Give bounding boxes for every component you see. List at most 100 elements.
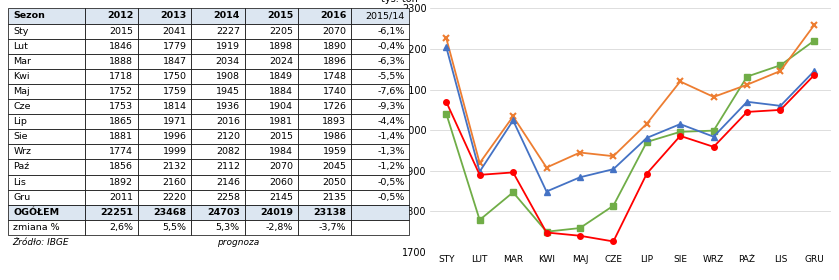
- Text: 1888: 1888: [109, 57, 133, 66]
- FancyBboxPatch shape: [298, 39, 352, 54]
- FancyBboxPatch shape: [8, 99, 85, 114]
- Text: 2060: 2060: [269, 178, 293, 186]
- FancyBboxPatch shape: [8, 174, 85, 190]
- FancyBboxPatch shape: [298, 54, 352, 69]
- 2013: [508, 191, 519, 194]
- Text: Sie: Sie: [13, 132, 28, 141]
- FancyBboxPatch shape: [138, 220, 191, 235]
- Text: 1856: 1856: [109, 162, 133, 171]
- Text: 2050: 2050: [322, 178, 347, 186]
- Text: 22251: 22251: [101, 208, 133, 217]
- 2015: [475, 170, 485, 173]
- FancyBboxPatch shape: [138, 84, 191, 99]
- FancyBboxPatch shape: [352, 129, 409, 144]
- FancyBboxPatch shape: [298, 174, 352, 190]
- Text: 2013: 2013: [160, 11, 186, 20]
- FancyBboxPatch shape: [8, 190, 85, 205]
- FancyBboxPatch shape: [191, 159, 245, 174]
- Text: 2016: 2016: [320, 11, 347, 20]
- 2014: [475, 161, 485, 165]
- FancyBboxPatch shape: [191, 190, 245, 205]
- FancyBboxPatch shape: [245, 69, 298, 84]
- FancyBboxPatch shape: [138, 129, 191, 144]
- FancyBboxPatch shape: [8, 24, 85, 39]
- Text: 1896: 1896: [322, 57, 347, 66]
- 2016: [608, 240, 618, 243]
- Text: 2160: 2160: [163, 178, 186, 186]
- FancyBboxPatch shape: [298, 24, 352, 39]
- FancyBboxPatch shape: [352, 54, 409, 69]
- FancyBboxPatch shape: [298, 99, 352, 114]
- Text: 2227: 2227: [216, 27, 240, 36]
- Text: 2015: 2015: [269, 132, 293, 141]
- FancyBboxPatch shape: [138, 69, 191, 84]
- FancyBboxPatch shape: [191, 69, 245, 84]
- Text: 2041: 2041: [163, 27, 186, 36]
- FancyBboxPatch shape: [191, 24, 245, 39]
- Text: 1752: 1752: [109, 87, 133, 96]
- FancyBboxPatch shape: [8, 8, 85, 24]
- 2013: [441, 112, 451, 115]
- FancyBboxPatch shape: [85, 84, 138, 99]
- FancyBboxPatch shape: [85, 220, 138, 235]
- 2014: [809, 24, 819, 27]
- Text: 1971: 1971: [163, 117, 186, 126]
- Text: Lis: Lis: [13, 178, 26, 186]
- Line: 2014: 2014: [443, 22, 817, 171]
- FancyBboxPatch shape: [8, 114, 85, 129]
- FancyBboxPatch shape: [85, 54, 138, 69]
- 2015: [608, 167, 618, 171]
- Text: Maj: Maj: [13, 87, 30, 96]
- FancyBboxPatch shape: [138, 39, 191, 54]
- 2014: [775, 69, 785, 73]
- FancyBboxPatch shape: [85, 205, 138, 220]
- 2014: [575, 151, 585, 154]
- FancyBboxPatch shape: [8, 39, 85, 54]
- Text: tys. ton: tys. ton: [382, 0, 419, 4]
- FancyBboxPatch shape: [352, 114, 409, 129]
- Text: 1936: 1936: [216, 102, 240, 111]
- FancyBboxPatch shape: [245, 39, 298, 54]
- 2014: [642, 122, 652, 125]
- Text: Sty: Sty: [13, 27, 29, 36]
- Text: 1959: 1959: [322, 147, 347, 157]
- FancyBboxPatch shape: [298, 84, 352, 99]
- Text: Lip: Lip: [13, 117, 27, 126]
- Text: 1890: 1890: [322, 42, 347, 51]
- Text: 1814: 1814: [163, 102, 186, 111]
- FancyBboxPatch shape: [298, 190, 352, 205]
- FancyBboxPatch shape: [245, 159, 298, 174]
- Text: Gru: Gru: [13, 193, 30, 202]
- Text: 1984: 1984: [269, 147, 293, 157]
- FancyBboxPatch shape: [191, 39, 245, 54]
- Text: 1893: 1893: [322, 117, 347, 126]
- FancyBboxPatch shape: [298, 8, 352, 24]
- Text: 1779: 1779: [163, 42, 186, 51]
- FancyBboxPatch shape: [85, 39, 138, 54]
- 2013: [709, 129, 719, 132]
- Text: 2015/14: 2015/14: [366, 11, 404, 20]
- Text: 1999: 1999: [163, 147, 186, 157]
- Text: prognoza: prognoza: [217, 238, 259, 247]
- Text: -0,4%: -0,4%: [378, 42, 404, 51]
- FancyBboxPatch shape: [138, 190, 191, 205]
- Text: 2220: 2220: [163, 193, 186, 202]
- FancyBboxPatch shape: [8, 220, 85, 235]
- Text: 2112: 2112: [216, 162, 240, 171]
- 2013: [475, 218, 485, 221]
- 2013: [742, 75, 752, 78]
- FancyBboxPatch shape: [191, 54, 245, 69]
- Text: 23138: 23138: [314, 208, 347, 217]
- FancyBboxPatch shape: [8, 54, 85, 69]
- Text: 1881: 1881: [109, 132, 133, 141]
- Text: Lut: Lut: [13, 42, 28, 51]
- Text: 1740: 1740: [322, 87, 347, 96]
- 2016: [809, 74, 819, 77]
- Text: 24019: 24019: [260, 208, 293, 217]
- 2016: [508, 171, 519, 174]
- FancyBboxPatch shape: [85, 99, 138, 114]
- 2013: [541, 230, 551, 233]
- FancyBboxPatch shape: [138, 174, 191, 190]
- FancyBboxPatch shape: [245, 114, 298, 129]
- Text: -1,4%: -1,4%: [378, 132, 404, 141]
